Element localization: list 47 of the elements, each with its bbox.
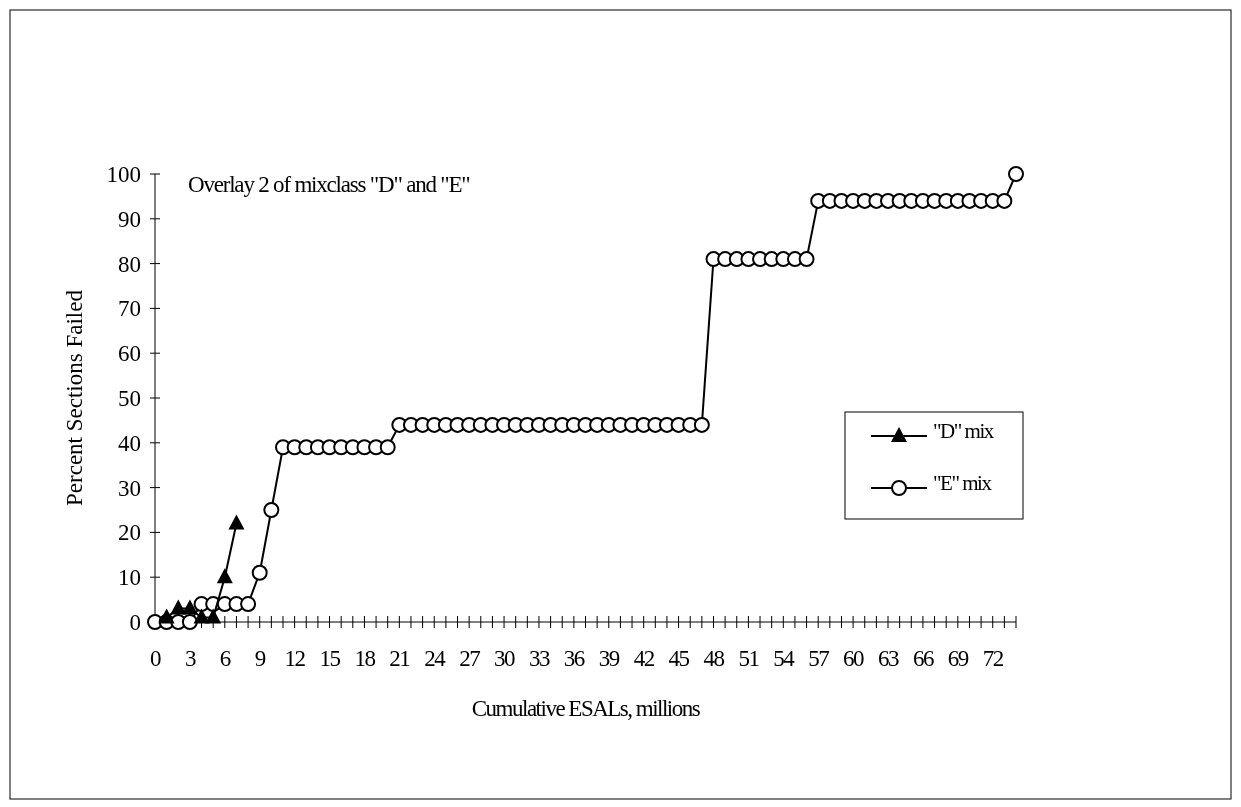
x-tick-label: 9 [254, 646, 266, 671]
x-tick-label: 36 [563, 646, 585, 671]
x-tick-label: 6 [219, 646, 231, 671]
x-tick-label: 69 [947, 646, 969, 671]
y-tick-label: 40 [118, 430, 141, 456]
x-tick-label: 51 [738, 646, 760, 671]
y-tick-label: 20 [118, 520, 141, 546]
legend-label: "D" mix [933, 419, 995, 444]
y-tick-label: 70 [118, 296, 141, 322]
y-tick-label: 10 [118, 565, 141, 591]
x-tick-label: 18 [354, 646, 376, 671]
y-tick-label: 50 [118, 386, 141, 412]
y-tick-label: 60 [118, 341, 141, 367]
point [216, 568, 233, 584]
x-tick-label: 30 [494, 646, 516, 671]
point [170, 599, 187, 615]
x-tick-label: 42 [633, 646, 655, 671]
point [228, 514, 245, 530]
legend-label: "E" mix [933, 471, 993, 496]
x-tick-label: 60 [843, 646, 865, 671]
point [181, 599, 198, 615]
x-tick-label: 45 [668, 646, 690, 671]
chart-title: Overlay 2 of mixclass "D" and "E" [188, 172, 470, 197]
x-tick-label: 0 [150, 646, 161, 671]
x-tick-label: 21 [389, 646, 411, 671]
y-tick-label: 30 [118, 475, 141, 501]
x-axis-title: Cumulative ESALs, millions [471, 696, 701, 721]
point [158, 608, 175, 624]
x-tick-label: 54 [773, 646, 796, 671]
x-tick-label: 72 [982, 646, 1004, 671]
x-tick-label: 63 [878, 646, 900, 671]
point [205, 608, 222, 624]
x-tick-label: 33 [528, 646, 550, 671]
y-tick-label: 80 [118, 251, 141, 277]
x-tick-label: 66 [912, 646, 934, 671]
x-tick-label: 3 [184, 646, 196, 671]
y-tick-label: 90 [118, 206, 141, 232]
y-tick-label: 0 [129, 610, 141, 636]
x-tick-label: 39 [598, 646, 620, 671]
y-tick-label: 100 [106, 162, 141, 188]
y-axis-title: Percent Sections Failed [62, 289, 87, 506]
x-tick-label: 12 [284, 646, 306, 671]
x-tick-label: 24 [424, 646, 447, 671]
x-tick-label: 15 [319, 646, 341, 671]
x-tick-label: 48 [703, 646, 725, 671]
x-tick-label: 27 [459, 646, 481, 671]
x-tick-label: 57 [808, 646, 830, 671]
